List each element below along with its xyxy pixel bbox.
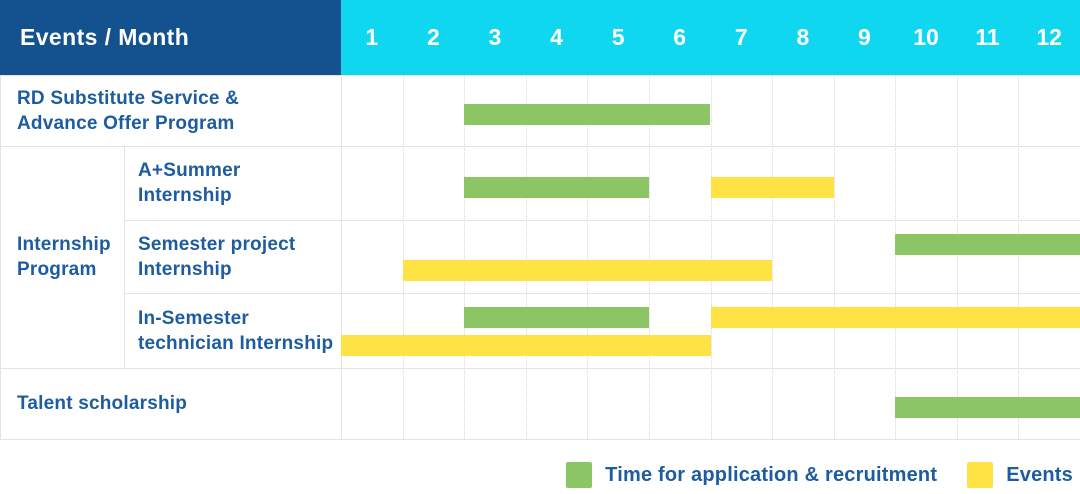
month-cell-5: 5 [611,24,625,50]
group-label-line: Program [17,259,97,280]
month-cell-7: 7 [734,24,748,50]
month-gridline [895,75,896,439]
events-bar [710,307,1080,328]
events-bar [341,335,711,356]
legend-label-events: Events [1006,463,1073,486]
row-label-line: Semester project [138,233,296,255]
group-label-internship-program: Internship Program [0,146,124,368]
row-label-in-semester-technician-internship: In-Semester technician Internship [124,293,341,368]
row-label-rd-substitute-service: RD Substitute Service & Advance Offer Pr… [0,75,341,146]
month-cell-11: 11 [975,24,1000,50]
month-cell-3: 3 [488,24,502,50]
header-events-month-cell: Events / Month [0,0,341,75]
row-label-line: In-Semester [138,307,249,329]
application-recruitment-bar [895,234,1080,255]
month-cell-1: 1 [365,24,379,50]
month-gridline [649,75,650,439]
application-recruitment-bar [464,307,649,328]
month-header-row: 1 2 3 4 5 6 7 8 9 10 11 12 [341,0,1080,75]
row-label-line: Internship [138,185,232,206]
month-cell-8: 8 [796,24,810,50]
row-label-line: Internship [138,258,232,280]
events-bar [402,260,773,281]
month-gridline [526,75,527,439]
month-gridline [772,75,773,439]
legend-swatch-application-recruitment [566,462,593,488]
row-label-semester-project-internship: Semester project Internship [124,220,341,293]
month-gridline [1018,75,1019,439]
row-label-line: A+Summer [138,160,241,181]
label-chart-divider [341,75,342,439]
row-label-line: RD Substitute Service & [17,87,240,109]
legend-label-application-recruitment: Time for application & recruitment [605,463,938,486]
application-recruitment-bar [464,177,649,198]
row-label-line: technician Internship [138,332,334,354]
month-gridline [587,75,588,439]
group-label-line: Internship [17,234,111,255]
month-gridline [464,75,465,439]
month-cell-12: 12 [1036,24,1062,50]
month-cell-4: 4 [550,24,563,50]
legend: Time for application & recruitment Event… [566,461,1073,489]
month-cell-10: 10 [913,24,939,50]
row-label-a-plus-summer-internship: A+Summer Internship [124,146,341,220]
month-gridline [711,75,712,439]
row-label-line: Advance Offer Program [17,112,235,134]
row-label-line: Talent scholarship [17,393,188,414]
month-cell-6: 6 [673,24,687,50]
events-bar [710,177,834,198]
table-bottom-border [0,439,1080,440]
month-cell-2: 2 [426,24,440,50]
month-cell-9: 9 [858,24,871,50]
application-recruitment-bar [464,104,711,125]
month-gridline [957,75,958,439]
row-label-talent-scholarship: Talent scholarship [0,368,341,439]
header-title: Events / Month [20,24,190,50]
legend-swatch-events [967,462,994,488]
month-gridline [834,75,835,439]
month-gridline [403,75,404,439]
application-recruitment-bar [895,397,1080,418]
